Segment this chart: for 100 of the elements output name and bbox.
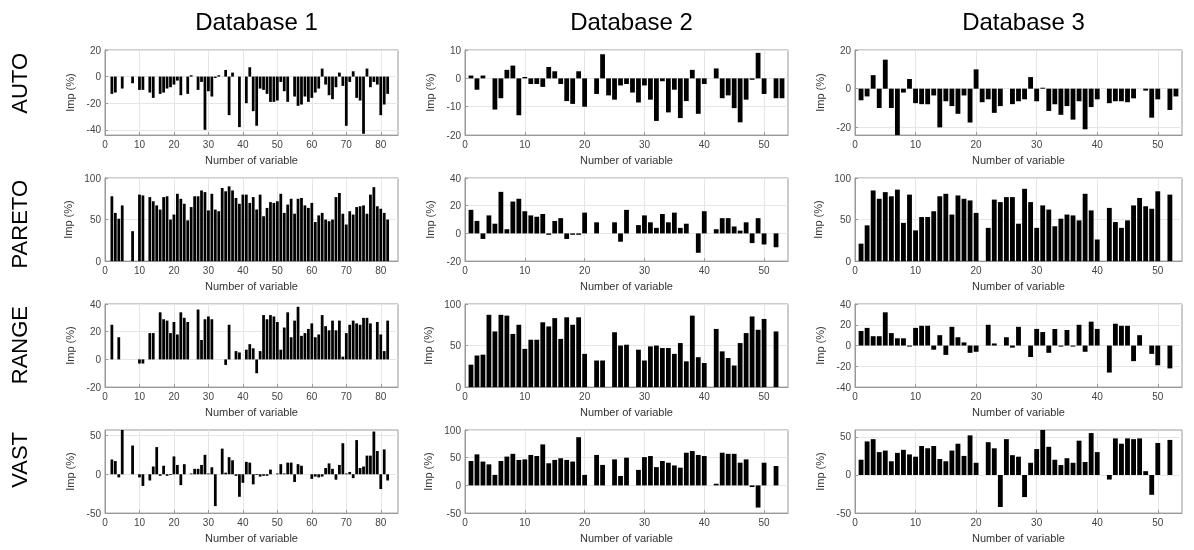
x-axis-title: Number of variable xyxy=(972,153,1065,166)
x-tick-label: 10 xyxy=(519,390,531,402)
x-tick-label: 40 xyxy=(1091,390,1104,402)
chart-title: Database 1 xyxy=(195,7,318,35)
y-tick-label: 20 xyxy=(89,44,102,56)
bar xyxy=(973,69,979,89)
bar xyxy=(1106,474,1112,480)
x-tick-label: 50 xyxy=(1152,390,1164,402)
y-tick-label: 20 xyxy=(89,326,102,338)
text: AUTO xyxy=(6,53,32,114)
bar xyxy=(248,344,252,360)
y-tick-label: 0 xyxy=(95,255,102,267)
bar xyxy=(224,359,228,365)
bar xyxy=(624,209,629,234)
bar xyxy=(600,54,605,79)
x-axis-title: Number of variable xyxy=(580,279,673,292)
bar xyxy=(279,464,283,475)
bar xyxy=(1149,474,1155,495)
x-tick-label: 20 xyxy=(970,138,983,150)
y-tick-label: 50 xyxy=(89,214,102,226)
bar xyxy=(231,72,234,77)
x-tick-label: 80 xyxy=(375,516,387,528)
bar xyxy=(937,335,943,346)
x-tick-label: 70 xyxy=(340,138,353,150)
bar xyxy=(362,317,365,360)
y-tick-label: 100 xyxy=(444,298,462,310)
x-axis-title: Number of variable xyxy=(580,405,673,418)
bar xyxy=(1010,345,1015,348)
x-tick-label: 80 xyxy=(375,138,387,150)
bar xyxy=(307,76,310,102)
x-tick-label: 10 xyxy=(519,264,531,276)
bar xyxy=(310,323,314,360)
x-tick-label: 40 xyxy=(698,264,711,276)
bar xyxy=(317,215,321,262)
bar xyxy=(594,222,599,234)
x-axis-title: Number of variable xyxy=(972,279,1065,292)
bar xyxy=(148,197,152,262)
bar xyxy=(310,76,314,98)
y-tick-label: 0 xyxy=(845,469,852,481)
text: RANGE xyxy=(6,305,32,385)
bar xyxy=(307,207,310,262)
bar xyxy=(689,69,695,79)
bar xyxy=(262,76,265,90)
bar xyxy=(1131,345,1136,362)
bar xyxy=(248,462,252,475)
bar xyxy=(162,197,165,262)
bar xyxy=(286,312,290,360)
x-tick-label: 40 xyxy=(698,390,711,402)
x-axis-title: Number of variable xyxy=(580,153,673,166)
bar xyxy=(338,320,341,360)
bar xyxy=(386,474,390,481)
x-tick-label: 40 xyxy=(1091,516,1104,528)
y-tick-label: -50 xyxy=(836,507,852,519)
bar xyxy=(320,212,324,262)
x-tick-label: 20 xyxy=(970,264,983,276)
y-tick-label: -20 xyxy=(836,360,852,372)
text: PARETO xyxy=(6,179,32,269)
bar xyxy=(1052,328,1058,346)
bar xyxy=(158,312,162,360)
x-tick-label: 20 xyxy=(168,264,180,276)
bar xyxy=(1022,474,1027,498)
bar xyxy=(344,76,348,126)
x-tick-label: 60 xyxy=(306,138,318,150)
bar xyxy=(379,474,383,490)
bar xyxy=(618,233,623,242)
bar xyxy=(207,316,210,360)
bar xyxy=(310,474,314,479)
x-tick-label: 20 xyxy=(970,390,983,402)
bar xyxy=(382,449,386,475)
bar xyxy=(186,322,190,360)
y-axis-title: Imp (%) xyxy=(421,452,434,491)
bar xyxy=(870,75,876,89)
x-axis-title: Number of variable xyxy=(205,153,298,166)
bar xyxy=(695,233,701,253)
y-tick-label: 50 xyxy=(839,431,852,443)
y-tick-label: 0 xyxy=(455,381,462,393)
x-axis-title: Number of variable xyxy=(580,531,673,544)
y-tick-label: -50 xyxy=(446,507,462,519)
y-tick-label: 0 xyxy=(95,353,102,365)
bar xyxy=(179,198,183,262)
bar xyxy=(379,76,383,116)
y-tick-label: 40 xyxy=(89,298,102,310)
x-tick-label: 10 xyxy=(133,390,146,402)
x-tick-label: 30 xyxy=(638,390,651,402)
y-tick-label: 0 xyxy=(95,468,102,480)
bar xyxy=(220,187,224,262)
bar xyxy=(210,193,214,262)
bar xyxy=(348,211,352,262)
bar xyxy=(269,315,272,360)
bar xyxy=(169,76,172,88)
bar xyxy=(973,462,979,475)
bar xyxy=(516,78,522,116)
x-tick-label: 50 xyxy=(1152,264,1164,276)
y-tick-label: 50 xyxy=(839,214,852,226)
x-tick-label: 20 xyxy=(168,138,180,150)
bar xyxy=(176,193,179,262)
bar xyxy=(186,76,190,94)
bar xyxy=(151,201,155,262)
x-axis-title: Number of variable xyxy=(205,279,298,292)
bar xyxy=(317,76,321,89)
